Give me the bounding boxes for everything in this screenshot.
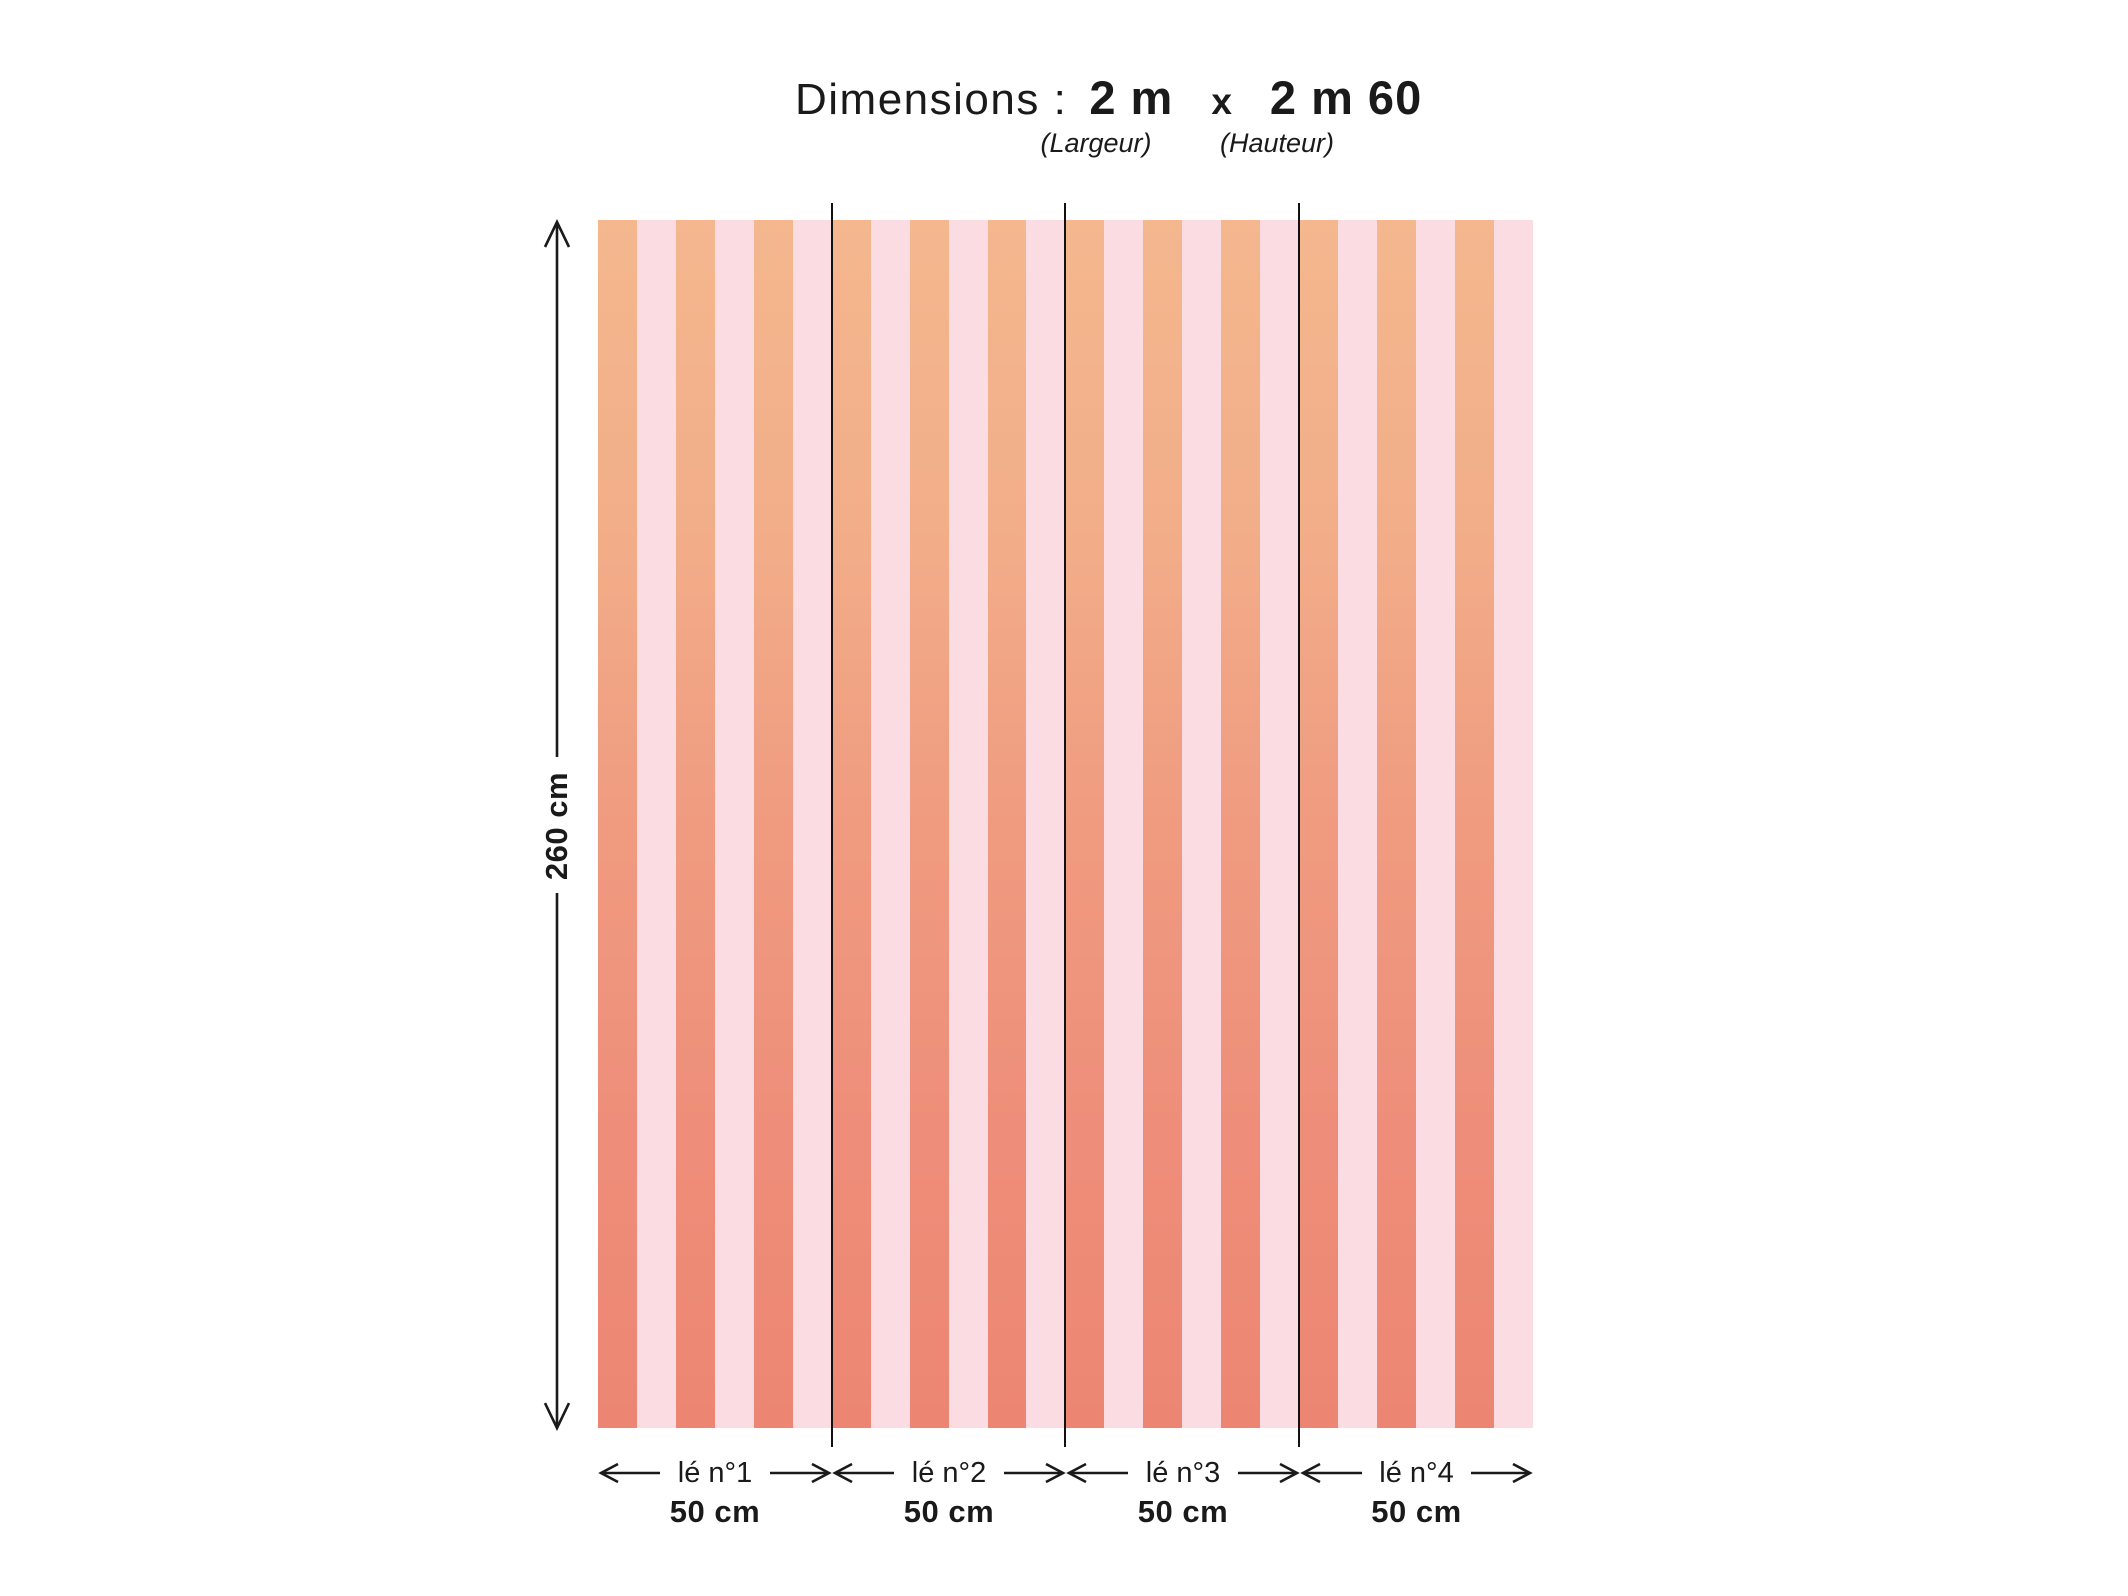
panel-size-label: 50 cm: [903, 1494, 995, 1529]
panel-divider-3: [1298, 203, 1300, 1447]
panel-label: lé n°2: [911, 1456, 987, 1489]
pink-stripe: [1182, 220, 1222, 1428]
pink-stripe: [948, 220, 988, 1428]
orange-stripe: [987, 220, 1027, 1428]
measure-row: lé n°3: [1066, 1456, 1300, 1489]
orange-stripe: [1377, 220, 1417, 1428]
pink-stripe: [714, 220, 754, 1428]
orange-stripe: [1143, 220, 1183, 1428]
pink-stripe: [1104, 220, 1144, 1428]
height-measure-label: 260 cm: [539, 765, 575, 887]
panel-label: lé n°1: [677, 1456, 753, 1489]
arrow-left-icon: [1300, 1462, 1362, 1484]
height-caption: (Hauteur): [1219, 128, 1335, 158]
arrow-left-icon: [832, 1462, 894, 1484]
height-value: 2 m 60: [1269, 71, 1423, 124]
orange-stripe: [1299, 220, 1339, 1428]
pink-stripe: [1260, 220, 1300, 1428]
title-row: Dimensions : 2 m x 2 m 60: [795, 70, 1422, 125]
panel-measure-1: lé n°1 50 cm: [598, 1456, 832, 1530]
pink-stripe: [792, 220, 832, 1428]
panel-measure-4: lé n°4 50 cm: [1300, 1456, 1533, 1530]
panel-measure-2: lé n°2 50 cm: [832, 1456, 1066, 1530]
dimensions-label: Dimensions :: [795, 75, 1068, 124]
arrow-right-icon: [1237, 1462, 1300, 1484]
pink-stripe: [636, 220, 676, 1428]
orange-stripe: [675, 220, 715, 1428]
measure-row: lé n°4: [1300, 1456, 1533, 1489]
orange-stripe: [598, 220, 637, 1428]
width-value: 2 m: [1089, 71, 1174, 124]
width-caption: (Largeur): [1040, 128, 1152, 158]
orange-stripe: [753, 220, 793, 1428]
pink-stripe: [1026, 220, 1066, 1428]
orange-stripe: [1065, 220, 1105, 1428]
arrow-right-icon: [1470, 1462, 1533, 1484]
wallpaper: [598, 220, 1533, 1428]
pink-stripe: [1416, 220, 1455, 1428]
panel-size-label: 50 cm: [1137, 1494, 1229, 1529]
pink-stripe: [1493, 220, 1533, 1428]
arrow-left-icon: [1066, 1462, 1128, 1484]
orange-stripe: [1454, 220, 1494, 1428]
arrow-right-icon: [769, 1462, 832, 1484]
measure-row: lé n°1: [598, 1456, 832, 1489]
panel-size-label: 50 cm: [669, 1494, 761, 1529]
panel-divider-2: [1064, 203, 1066, 1447]
orange-stripe: [1221, 220, 1261, 1428]
arrow-left-icon: [598, 1462, 660, 1484]
pink-stripe: [870, 220, 910, 1428]
panel-divider-1: [831, 203, 833, 1447]
pink-stripe: [1338, 220, 1378, 1428]
panel-label: lé n°3: [1145, 1456, 1221, 1489]
orange-stripe: [909, 220, 949, 1428]
height-double-arrow-icon: [543, 219, 571, 1431]
orange-stripe: [831, 220, 871, 1428]
panel-measure-3: lé n°3 50 cm: [1066, 1456, 1300, 1530]
panel-label: lé n°4: [1379, 1456, 1454, 1489]
panel-size-label: 50 cm: [1371, 1494, 1462, 1529]
measure-row: lé n°2: [832, 1456, 1066, 1489]
arrow-right-icon: [1003, 1462, 1066, 1484]
dimension-separator: x: [1211, 81, 1232, 122]
